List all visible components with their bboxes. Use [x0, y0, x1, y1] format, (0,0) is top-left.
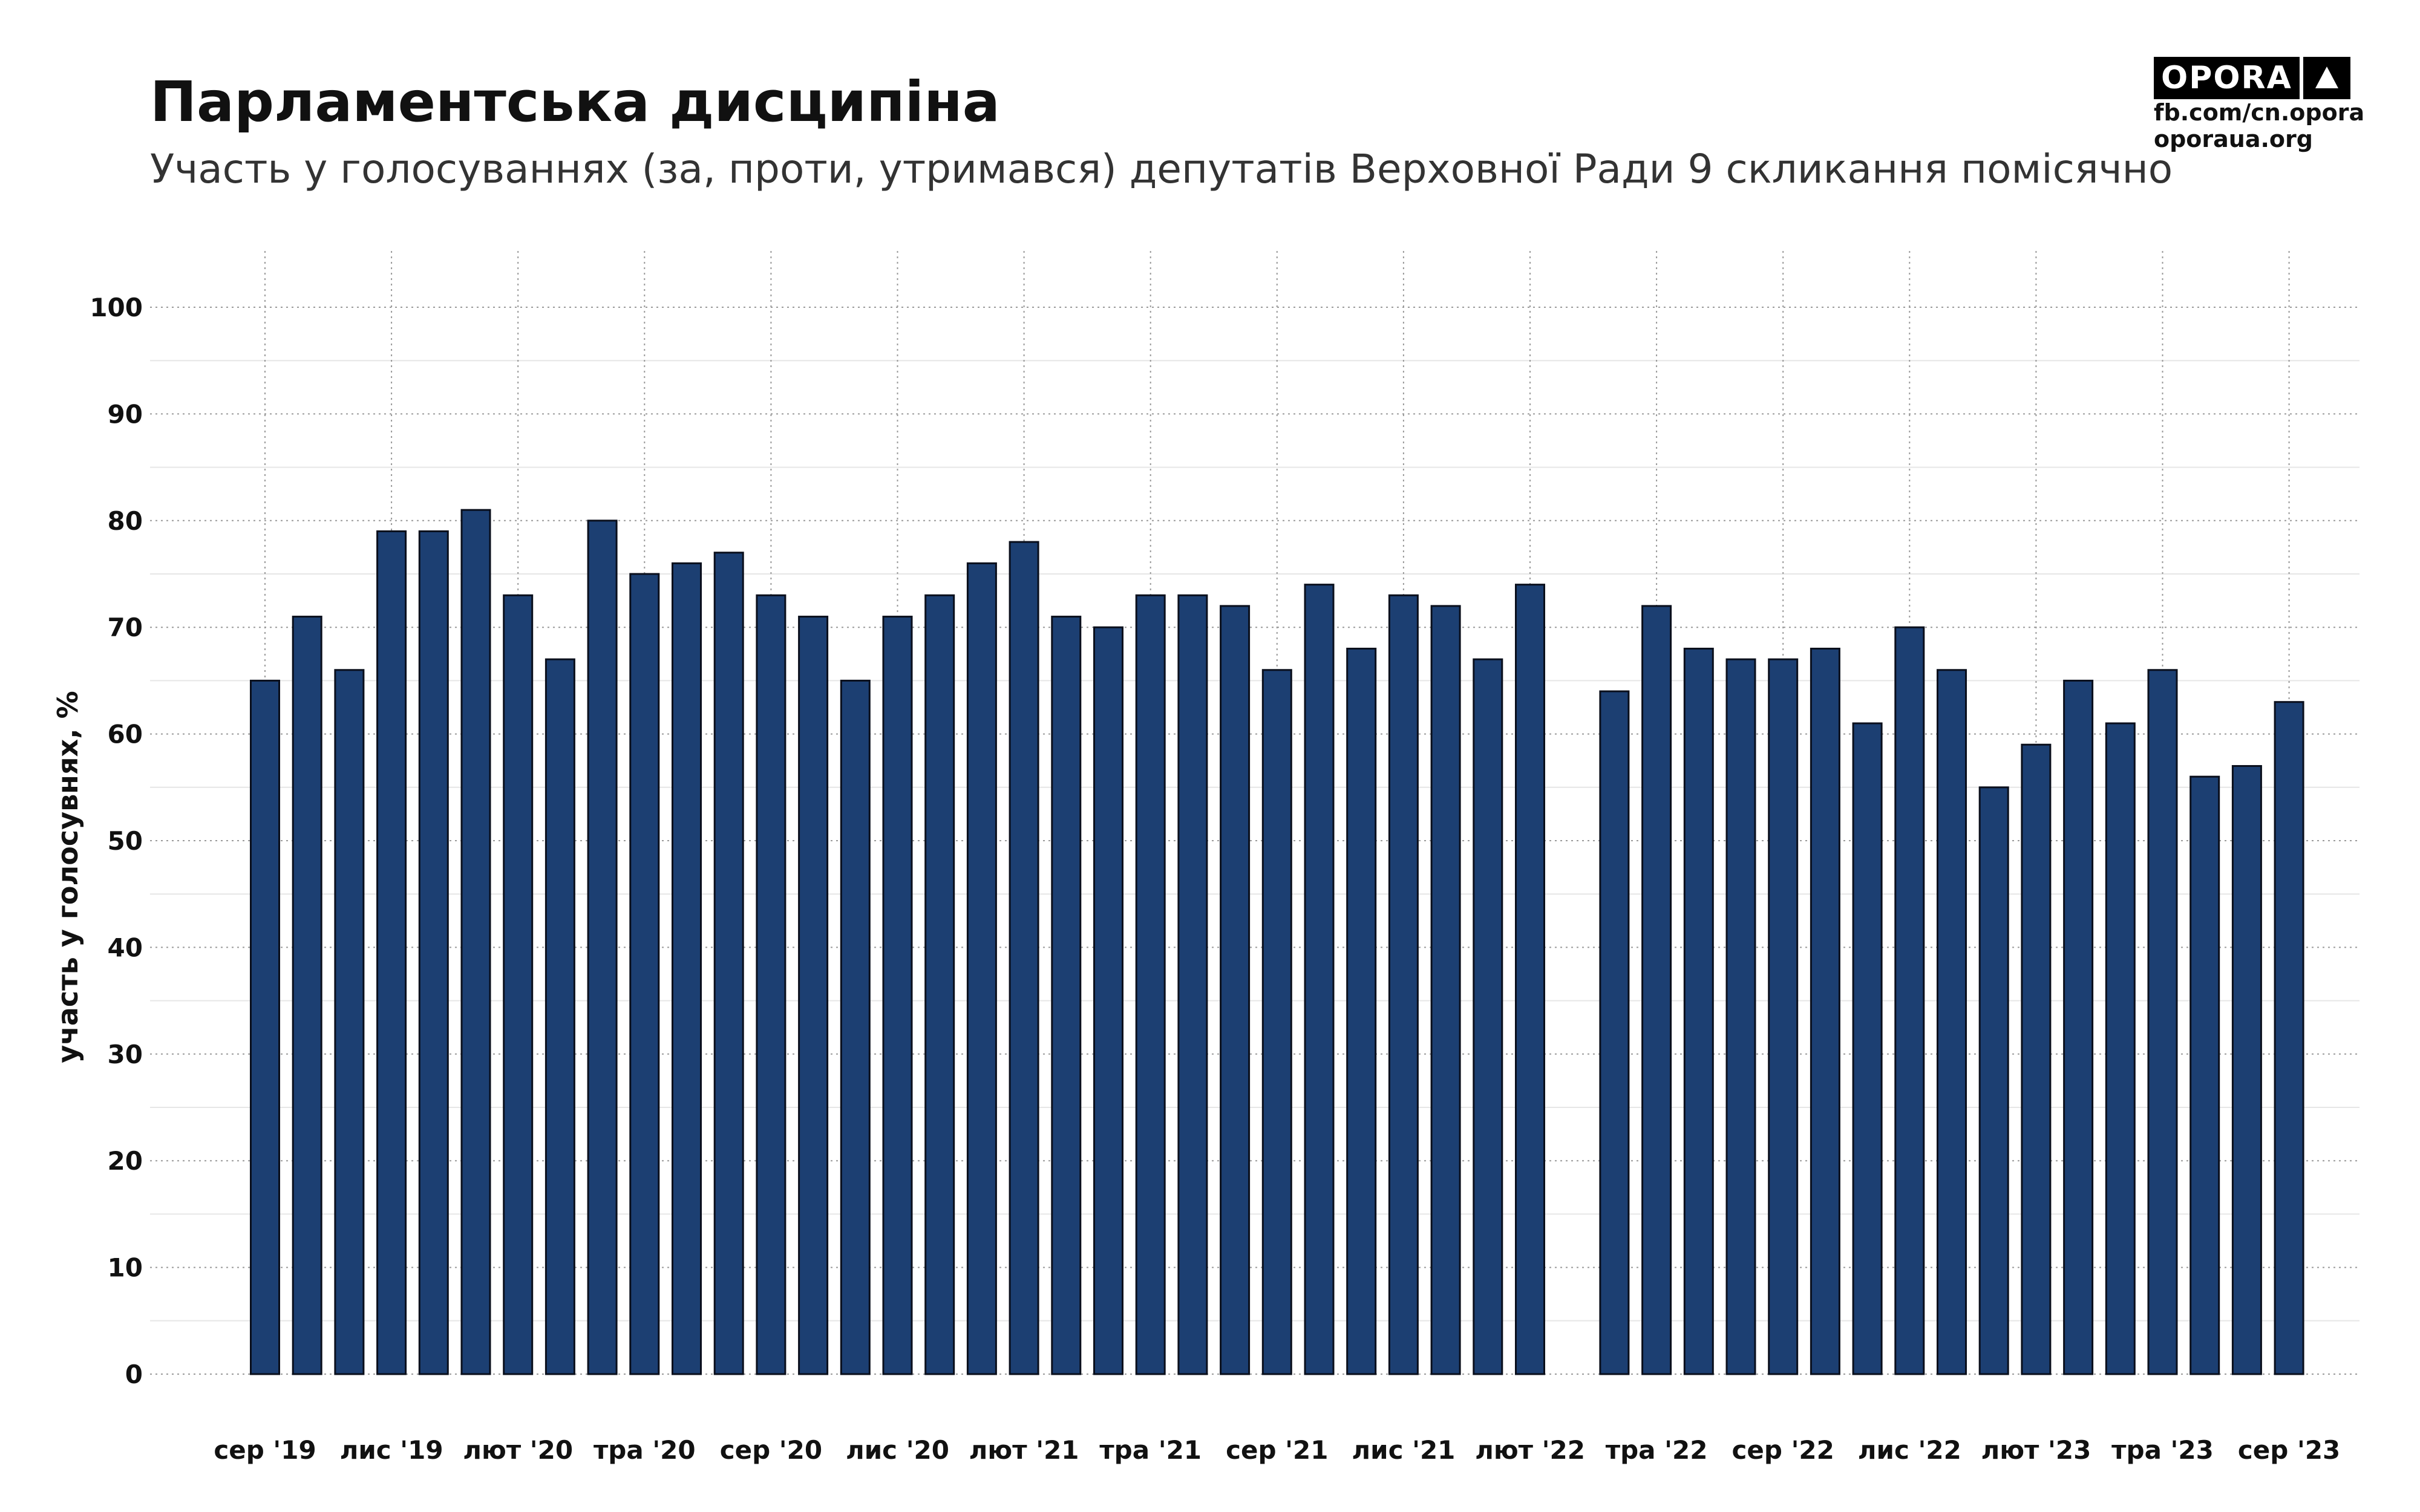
- facebook-link[interactable]: fb.com/cn.opora: [2154, 99, 2365, 126]
- bar: [1430, 605, 1461, 1375]
- bar: [418, 530, 449, 1375]
- bar: [1683, 647, 1714, 1375]
- y-tick-label: 50: [108, 826, 143, 856]
- bar: [1051, 616, 1082, 1375]
- x-tick-label: сер '21: [1226, 1435, 1328, 1465]
- y-tick-label: 70: [108, 613, 143, 642]
- x-axis-ticks: сер '19 лис '19 лют '20 тра '20 сер '20 лис '…: [214, 1435, 2340, 1465]
- bar: [1261, 669, 1292, 1375]
- bar: [924, 594, 955, 1375]
- bar: [460, 509, 491, 1375]
- y-tick-label: 90: [108, 399, 143, 429]
- y-tick-label: 80: [108, 506, 143, 536]
- bar: [292, 616, 322, 1375]
- bar: [334, 669, 365, 1375]
- x-tick-label: лис '20: [846, 1435, 949, 1465]
- bar: [587, 520, 618, 1375]
- bar: [1768, 658, 1799, 1375]
- bar: [1135, 594, 1166, 1375]
- bar: [2021, 743, 2052, 1375]
- bars: [250, 509, 2304, 1375]
- bar: [2147, 669, 2178, 1375]
- bar: [798, 616, 829, 1375]
- x-tick-label: лют '23: [1981, 1435, 2091, 1465]
- y-tick-label: 10: [108, 1253, 143, 1283]
- bar: [840, 679, 871, 1375]
- x-tick-label: тра '20: [594, 1435, 696, 1465]
- x-tick-label: лис '19: [340, 1435, 443, 1465]
- bar: [1220, 605, 1251, 1375]
- chart-title: Парламентська дисципіна: [150, 70, 1000, 134]
- x-tick-label: сер '22: [1732, 1435, 1834, 1465]
- bar: [882, 616, 913, 1375]
- bar: [2063, 679, 2094, 1375]
- x-tick-label: лис '21: [1352, 1435, 1455, 1465]
- bar: [1177, 594, 1208, 1375]
- bar: [376, 530, 407, 1375]
- bar: [2274, 701, 2304, 1375]
- bar: [544, 658, 575, 1375]
- website-link[interactable]: oporaua.org: [2154, 126, 2313, 152]
- x-tick-label: тра '23: [2111, 1435, 2214, 1465]
- opora-logo: OPORA: [2154, 57, 2356, 99]
- bar: [1093, 626, 1123, 1375]
- x-tick-label: лют '21: [969, 1435, 1079, 1465]
- bar: [1641, 605, 1672, 1375]
- bar: [2189, 775, 2220, 1375]
- y-tick-label: 40: [108, 933, 143, 962]
- bar: [1009, 541, 1039, 1375]
- bar: [966, 562, 997, 1375]
- brand-name: OPORA: [2154, 57, 2300, 99]
- bar: [1894, 626, 1925, 1375]
- bar: [1473, 658, 1503, 1375]
- brand-block: OPORA fb.com/cn.opora oporaua.org: [2154, 57, 2365, 152]
- bar: [1515, 584, 1545, 1375]
- bar: [629, 573, 660, 1375]
- chart-subtitle: Участь у голосуваннях (за, проти, утрима…: [150, 146, 2173, 192]
- y-axis-title: участь у голосувнях, %: [51, 691, 84, 1063]
- x-tick-label: лют '22: [1475, 1435, 1585, 1465]
- x-tick-label: лют '20: [463, 1435, 573, 1465]
- bar: [2231, 765, 2262, 1375]
- bar: [1852, 722, 1883, 1375]
- bar: [1937, 669, 1967, 1375]
- bar: [1346, 647, 1377, 1375]
- x-tick-label: сер '19: [214, 1435, 316, 1465]
- bar: [1599, 690, 1630, 1375]
- y-tick-label: 60: [108, 720, 143, 749]
- bar: [672, 562, 702, 1375]
- triangle-logo-icon: [2303, 57, 2350, 99]
- y-axis-ticks: 0 10 20 30 40 50 60 70 80 90 100: [90, 293, 143, 1389]
- bar: [756, 594, 786, 1375]
- bar: [1388, 594, 1419, 1375]
- y-tick-label: 0: [125, 1360, 143, 1389]
- x-tick-label: тра '22: [1606, 1435, 1708, 1465]
- bar: [503, 594, 534, 1375]
- y-tick-label: 30: [108, 1040, 143, 1069]
- x-tick-label: лис '22: [1858, 1435, 1961, 1465]
- bar: [250, 679, 280, 1375]
- bar: [1810, 647, 1840, 1375]
- x-tick-label: сер '20: [720, 1435, 822, 1465]
- bar: [1978, 786, 2009, 1375]
- bar: [2105, 722, 2136, 1375]
- y-tick-label: 20: [108, 1146, 143, 1176]
- bar: [1304, 584, 1335, 1375]
- x-tick-label: сер '23: [2238, 1435, 2340, 1465]
- bar: [1725, 658, 1756, 1375]
- x-tick-label: тра '21: [1099, 1435, 1202, 1465]
- bar: [713, 552, 744, 1375]
- y-tick-label: 100: [90, 293, 143, 322]
